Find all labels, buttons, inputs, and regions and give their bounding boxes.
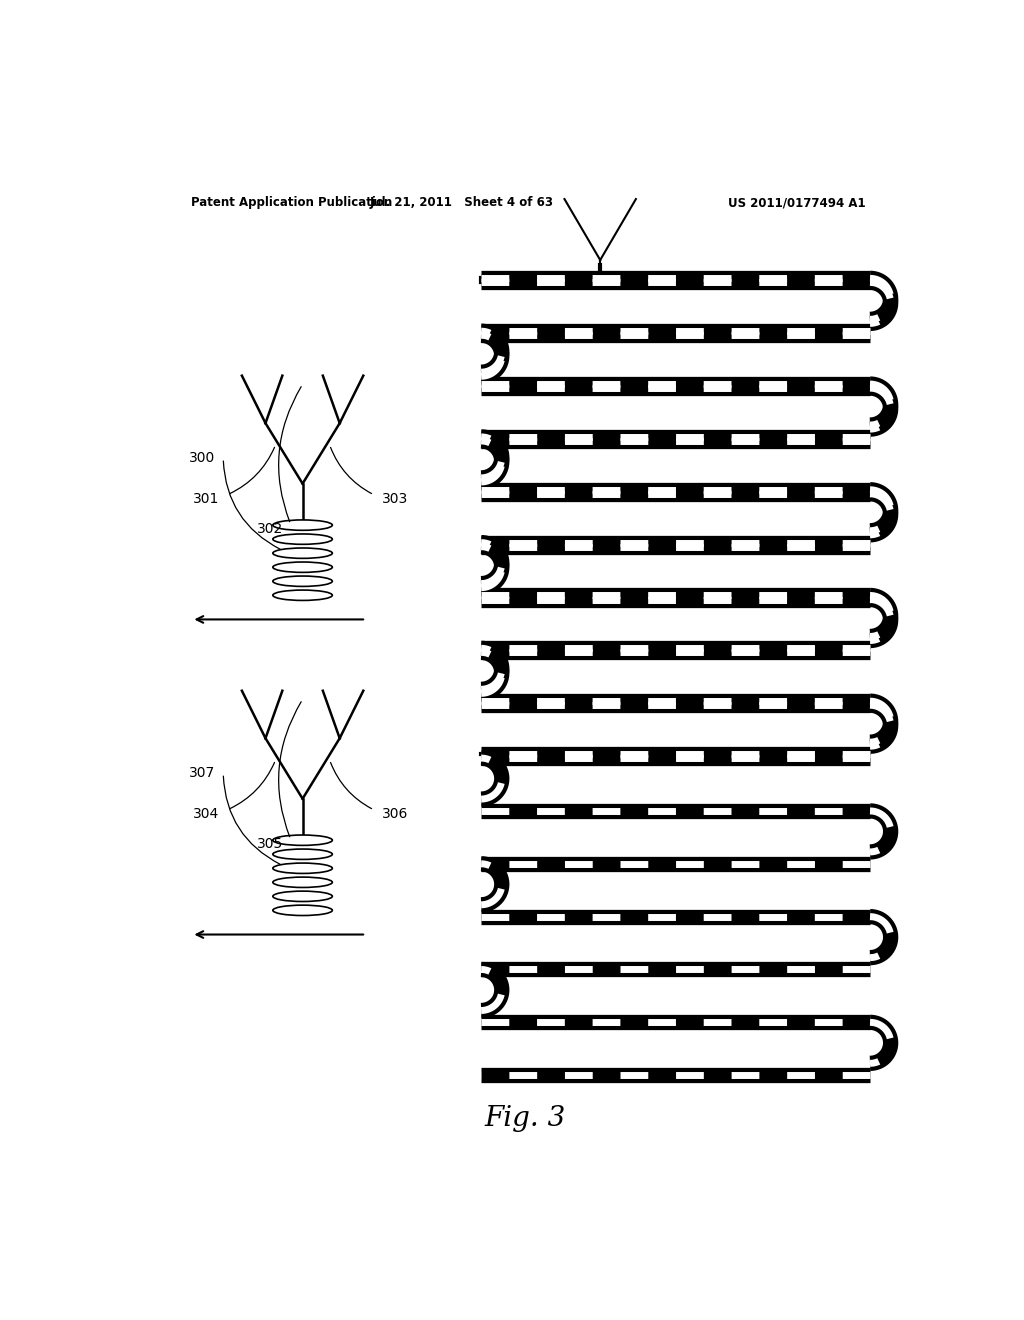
Ellipse shape (272, 548, 333, 558)
Text: 301: 301 (193, 492, 219, 506)
Text: 300: 300 (189, 451, 215, 465)
Text: 307: 307 (189, 767, 215, 780)
Ellipse shape (272, 836, 333, 845)
Text: US 2011/0177494 A1: US 2011/0177494 A1 (728, 195, 866, 209)
Ellipse shape (272, 590, 333, 601)
Ellipse shape (272, 876, 333, 887)
Ellipse shape (272, 891, 333, 902)
Ellipse shape (272, 562, 333, 573)
Ellipse shape (272, 576, 333, 586)
Text: 302: 302 (256, 523, 283, 536)
Text: 305: 305 (256, 837, 283, 851)
Ellipse shape (272, 863, 333, 874)
Text: Patent Application Publication: Patent Application Publication (191, 195, 393, 209)
Ellipse shape (272, 849, 333, 859)
Text: 304: 304 (193, 807, 219, 821)
Text: 306: 306 (382, 807, 409, 821)
Text: Fig. 3: Fig. 3 (484, 1105, 565, 1133)
Text: 303: 303 (382, 492, 409, 506)
Ellipse shape (272, 535, 333, 544)
Ellipse shape (272, 906, 333, 916)
Ellipse shape (272, 520, 333, 531)
Text: Jul. 21, 2011   Sheet 4 of 63: Jul. 21, 2011 Sheet 4 of 63 (370, 195, 553, 209)
